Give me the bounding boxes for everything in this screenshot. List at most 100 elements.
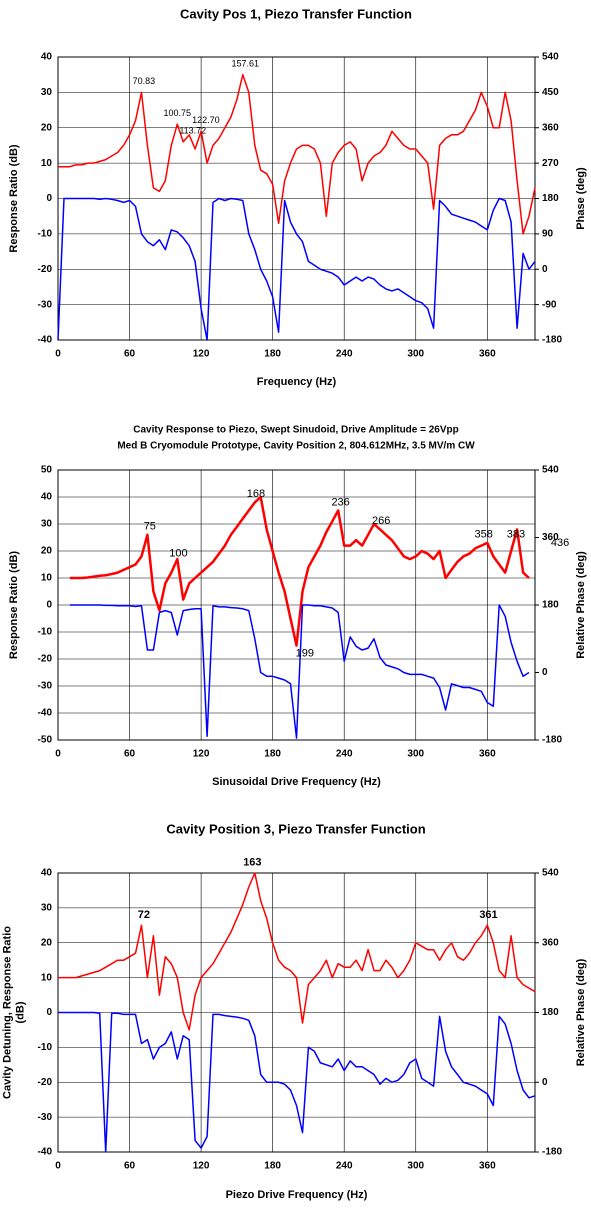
x-tick-label: 300 (407, 1161, 424, 1172)
y2-tick-label: 450 (542, 87, 559, 98)
x-tick-label: 180 (264, 749, 281, 760)
y-tick-label: 20 (41, 122, 53, 133)
y-tick-label: -10 (38, 1042, 53, 1053)
y2-axis-label: Relative Phase (deg) (575, 551, 587, 659)
annotation: 70.83 (133, 76, 156, 86)
x-tick-label: 180 (264, 1161, 281, 1172)
y2-tick-label: 360 (542, 937, 559, 948)
y-tick-label: 30 (41, 87, 53, 98)
y-tick-label: 10 (41, 972, 53, 983)
y-tick-label: -40 (38, 1147, 53, 1158)
annotation: 113.72 (179, 126, 206, 136)
x-axis-label: Sinusoidal Drive Frequency (Hz) (212, 776, 381, 788)
y-tick-label: 30 (41, 903, 53, 914)
x-tick-label: 60 (124, 749, 136, 760)
annotation: 72 (138, 909, 150, 921)
x-tick-label: 120 (193, 749, 210, 760)
y2-axis-label: Relative Phase (deg) (575, 958, 587, 1066)
annotation: 75 (144, 521, 156, 533)
y-tick-label: -50 (38, 735, 53, 746)
y2-tick-label: 540 (542, 868, 559, 879)
x-tick-label: 120 (193, 349, 210, 360)
y2-tick-label: -180 (542, 1147, 562, 1158)
y2-tick-label: -90 (542, 299, 557, 310)
y-tick-label: 40 (41, 492, 53, 503)
y-tick-label: 40 (41, 868, 53, 879)
y2-tick-label: 180 (542, 600, 559, 611)
x-tick-label: 180 (264, 349, 281, 360)
y2-tick-label: 180 (542, 193, 559, 204)
y-axis-label: Response Ratio (dB) (8, 144, 20, 253)
y2-tick-label: -180 (542, 335, 562, 346)
chart-title: Cavity Response to Piezo, Swept Sinudoid… (133, 425, 459, 436)
chart-title: Cavity Position 3, Piezo Transfer Functi… (166, 821, 425, 836)
y-tick-label: 10 (41, 158, 53, 169)
y-tick-label: -20 (38, 264, 53, 275)
y-tick-label: -10 (38, 229, 53, 240)
plot-frame (57, 56, 536, 341)
plot-frame (57, 469, 536, 741)
series-line (58, 1011, 536, 1153)
annotation: 266 (372, 515, 390, 527)
y-axis-label: (dB) (14, 1001, 26, 1023)
y-tick-label: -20 (38, 1077, 53, 1088)
chart-title: Cavity Pos 1, Piezo Transfer Function (180, 6, 412, 21)
y-tick-label: -30 (38, 299, 53, 310)
y2-tick-label: 90 (542, 229, 554, 240)
y-tick-label: -40 (38, 335, 53, 346)
series-line (58, 73, 536, 235)
y-tick-label: -20 (38, 654, 53, 665)
y2-tick-label: 540 (542, 465, 559, 476)
y-tick-label: 30 (41, 519, 53, 530)
y-tick-label: 0 (46, 600, 52, 611)
x-tick-label: 240 (336, 349, 353, 360)
y2-tick-label: 0 (542, 667, 548, 678)
y-tick-label: -40 (38, 708, 53, 719)
annotation: 236 (331, 496, 349, 508)
y-axis-label: Cavity Detuning, Response Ratio (1, 926, 13, 1099)
series-line (69, 495, 530, 647)
x-tick-label: 360 (479, 749, 496, 760)
y-tick-label: 20 (41, 546, 53, 557)
y2-tick-label: 360 (542, 122, 559, 133)
annotation: 100 (169, 548, 187, 560)
annotation: 168 (247, 488, 265, 500)
y2-tick-label: 0 (542, 1077, 548, 1088)
annotation: 163 (243, 856, 261, 868)
annotation: 157.61 (231, 58, 259, 68)
x-tick-label: 120 (193, 1161, 210, 1172)
annotation: 100.75 (163, 108, 191, 118)
x-tick-label: 0 (55, 749, 61, 760)
x-axis-label: Piezo Drive Frequency (Hz) (226, 1189, 368, 1201)
x-tick-label: 60 (124, 1161, 136, 1172)
annotation: 358 (475, 529, 493, 541)
y-tick-label: -30 (38, 1112, 53, 1123)
y-axis-label: Response Ratio (dB) (8, 551, 20, 660)
x-tick-label: 0 (55, 349, 61, 360)
annotation: 361 (479, 909, 497, 921)
series-line (58, 872, 536, 1031)
x-axis-label: Frequency (Hz) (257, 376, 337, 388)
series-line (69, 604, 530, 739)
y2-tick-label: 270 (542, 158, 559, 169)
y2-tick-label: 180 (542, 1007, 559, 1018)
y-tick-label: 0 (46, 1007, 52, 1018)
y-tick-label: -30 (38, 681, 53, 692)
y2-tick-label: 360 (542, 532, 559, 543)
y-tick-label: 0 (46, 193, 52, 204)
y-tick-label: 40 (41, 52, 53, 63)
x-tick-label: 300 (407, 749, 424, 760)
y2-tick-label: 0 (542, 264, 548, 275)
y2-axis-label: Phase (deg) (575, 167, 587, 230)
x-tick-label: 360 (479, 1161, 496, 1172)
y-tick-label: 10 (41, 573, 53, 584)
y-tick-label: 50 (41, 465, 53, 476)
annotation: 436 (551, 537, 569, 549)
annotation: 383 (507, 529, 525, 541)
y-tick-label: -10 (38, 627, 53, 638)
y2-tick-label: -180 (542, 735, 562, 746)
x-tick-label: 300 (407, 349, 424, 360)
annotation: 122.70 (192, 115, 220, 125)
